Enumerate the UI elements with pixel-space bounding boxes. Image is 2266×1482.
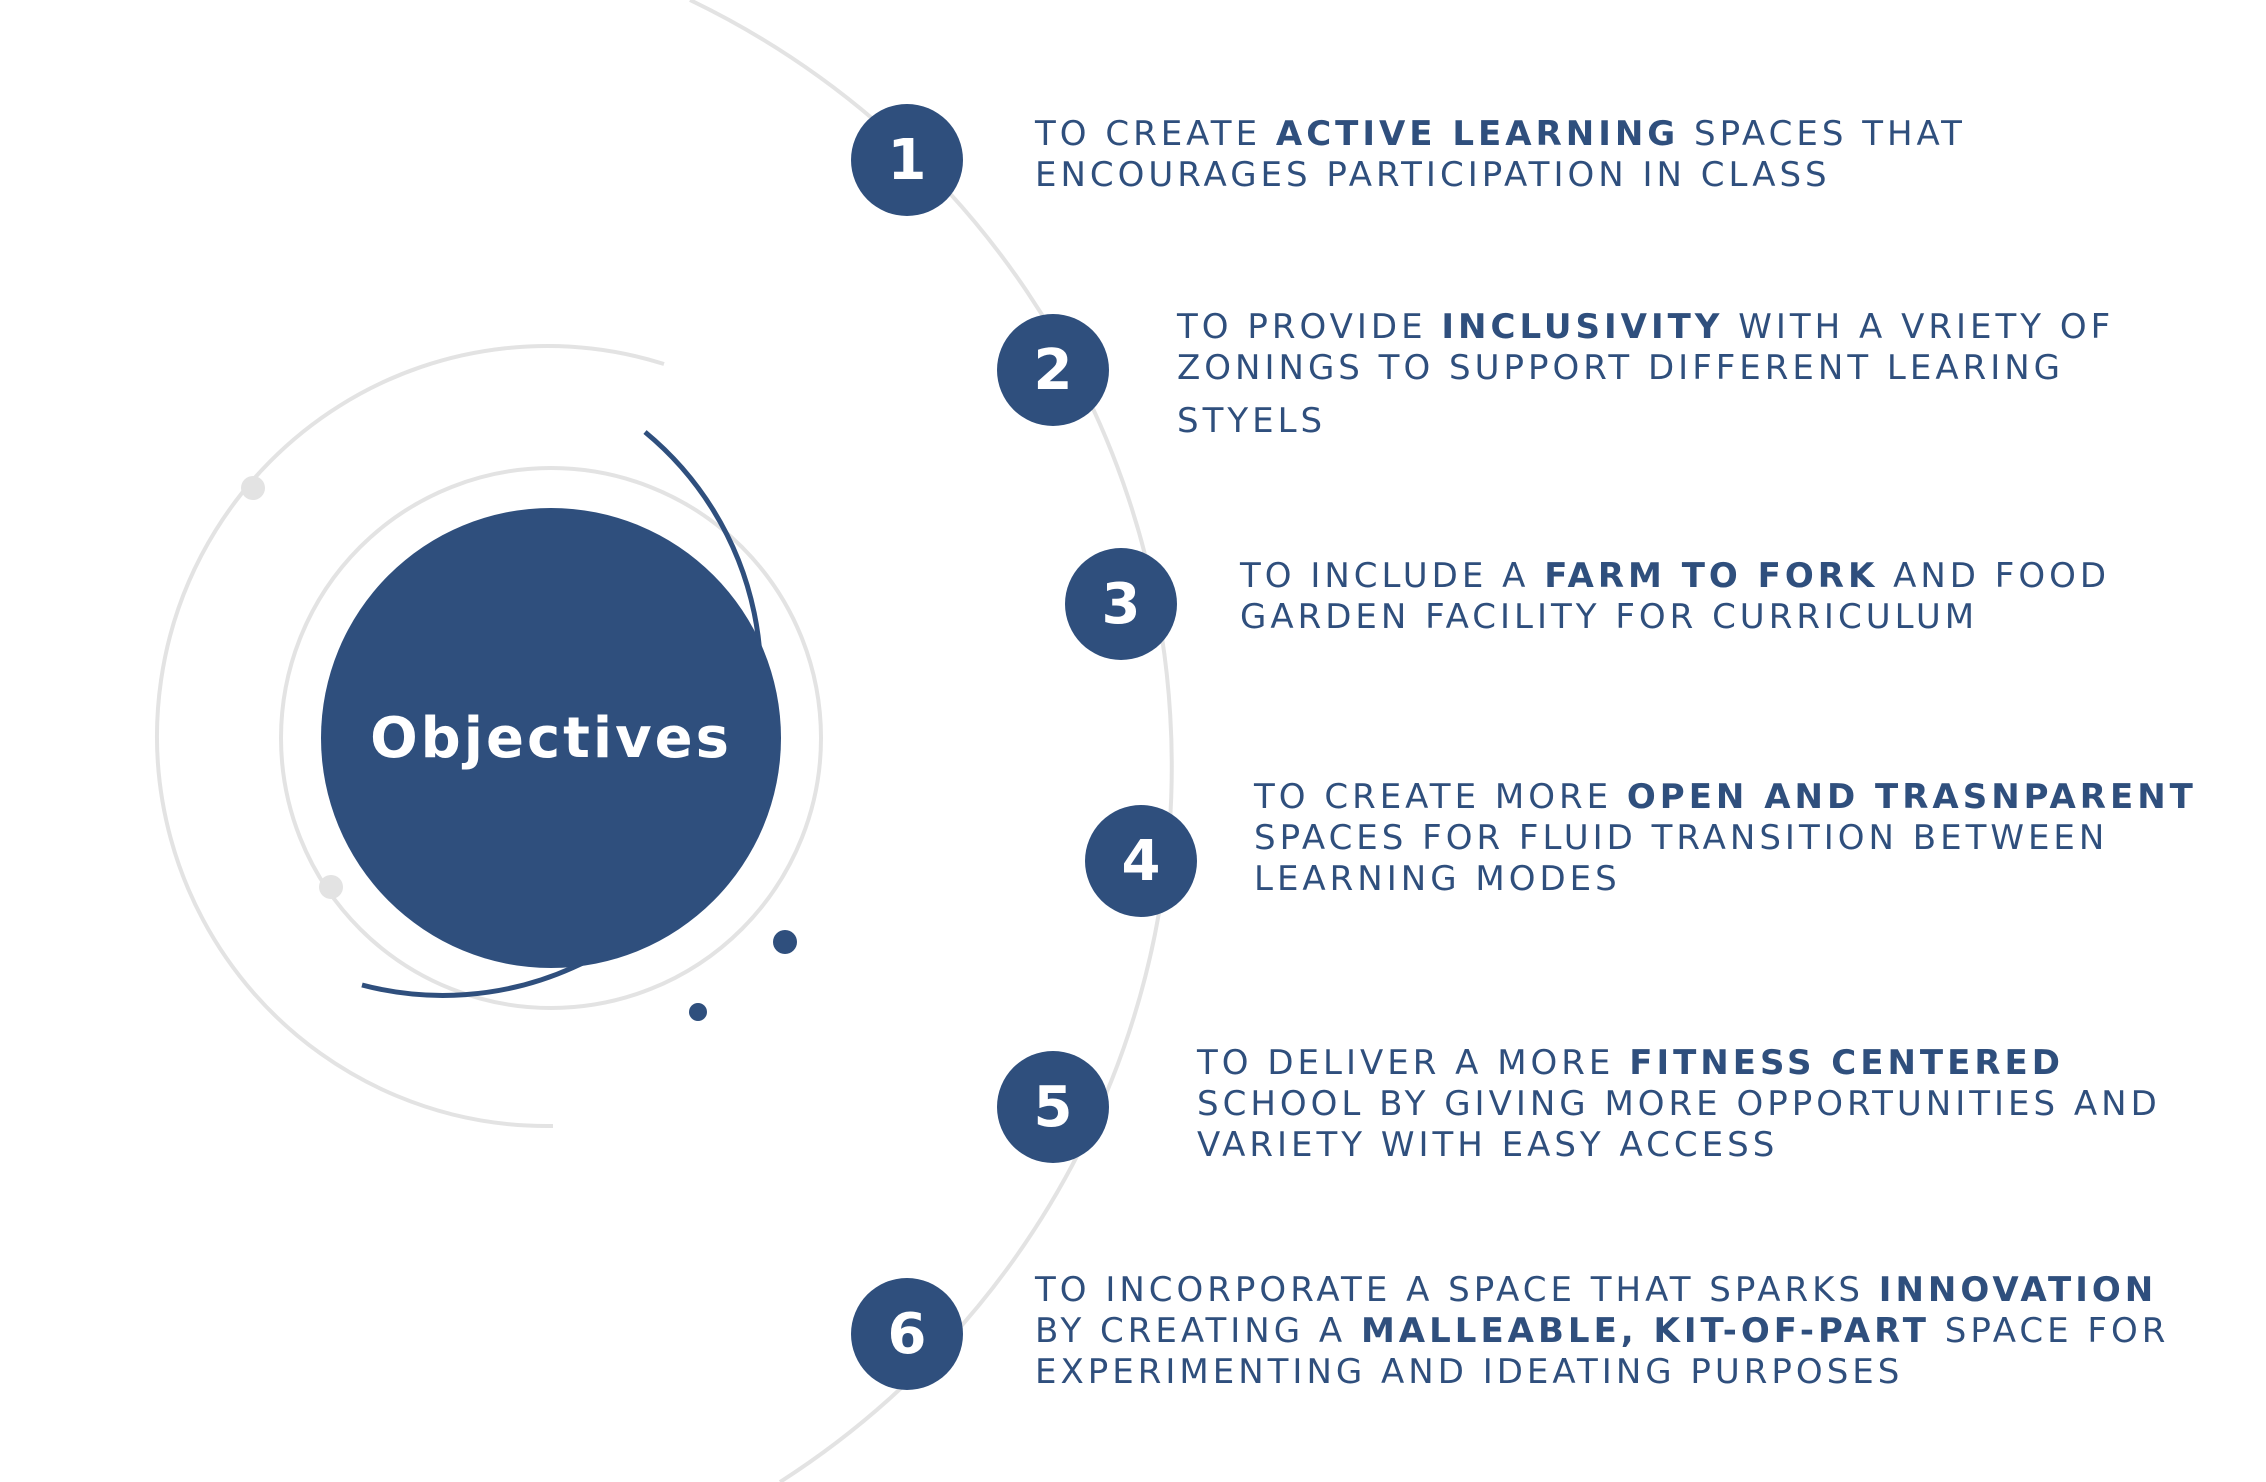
objective-segment: TO DELIVER A MORE (1197, 1043, 1630, 1083)
objective-segment: AND FOOD (1878, 556, 2111, 596)
objective-keyword: MALLEABLE, KIT-OF-PART (1360, 1311, 1930, 1351)
objective-keyword: FARM TO FORK (1544, 556, 1879, 596)
objective-line: TO DELIVER A MORE FITNESS CENTERED (1197, 1043, 2161, 1084)
grey-ring-inner (279, 466, 823, 1010)
objective-segment: SPACES THAT (1679, 114, 1966, 154)
objective-line: SPACES FOR FLUID TRANSITION BETWEEN (1254, 818, 2197, 859)
objective-text-1: TO CREATE ACTIVE LEARNING SPACES THAT ENC… (1035, 114, 1966, 196)
objective-line: BY CREATING A MALLEABLE, KIT-OF-PART SPA… (1035, 1311, 2169, 1352)
objective-badge-3: 3 (1065, 548, 1177, 660)
objective-line: TO CREATE MORE OPEN AND TRASNPARENT (1254, 777, 2197, 818)
objective-segment: EXPERIMENTING AND IDEATING PURPOSES (1035, 1352, 1904, 1392)
objective-segment: SCHOOL BY GIVING MORE OPPORTUNITIES AND (1197, 1084, 2161, 1124)
objective-segment: SPACE FOR (1930, 1311, 2170, 1351)
objective-text-3: TO INCLUDE A FARM TO FORK AND FOOD GARDEN… (1240, 556, 2110, 638)
objective-badge-5: 5 (997, 1051, 1109, 1163)
center-title: Objectives (370, 705, 732, 771)
objective-segment: TO CREATE MORE (1254, 777, 1627, 817)
objective-line: SCHOOL BY GIVING MORE OPPORTUNITIES AND (1197, 1084, 2161, 1125)
objective-line: ZONINGS TO SUPPORT DIFFERENT LEARING (1177, 348, 2114, 389)
objective-segment: TO INCORPORATE A SPACE THAT SPARKS (1035, 1270, 1879, 1310)
blue-dot (773, 930, 797, 954)
objective-segment: ENCOURAGES PARTICIPATION IN CLASS (1035, 155, 1831, 195)
objective-badge-1: 1 (851, 104, 963, 216)
center-circle (321, 508, 781, 968)
objective-text-4: TO CREATE MORE OPEN AND TRASNPARENT SPACE… (1254, 777, 2197, 900)
objective-line: STYELS (1177, 401, 2114, 442)
objective-segment: VARIETY WITH EASY ACCESS (1197, 1125, 1779, 1165)
objective-text-6: TO INCORPORATE A SPACE THAT SPARKS INNOV… (1035, 1270, 2169, 1393)
objective-line: LEARNING MODES (1254, 859, 2197, 900)
objective-line: TO INCLUDE A FARM TO FORK AND FOOD (1240, 556, 2110, 597)
objective-keyword: INNOVATION (1878, 1270, 2158, 1310)
objective-line: EXPERIMENTING AND IDEATING PURPOSES (1035, 1352, 2169, 1393)
objective-text-2: TO PROVIDE INCLUSIVITY WITH A VRIETY OF Z… (1177, 307, 2114, 442)
objective-segment: BY CREATING A (1035, 1311, 1361, 1351)
objective-line: TO CREATE ACTIVE LEARNING SPACES THAT (1035, 114, 1966, 155)
objective-segment: TO PROVIDE (1177, 307, 1442, 347)
objective-segment: WITH A VRIETY OF (1723, 307, 2115, 347)
grey-dot (319, 875, 343, 899)
objective-segment: GARDEN FACILITY FOR CURRICULUM (1240, 597, 1979, 637)
objective-segment: STYELS (1177, 401, 1327, 441)
objective-line: TO INCORPORATE A SPACE THAT SPARKS INNOV… (1035, 1270, 2169, 1311)
objective-line: GARDEN FACILITY FOR CURRICULUM (1240, 597, 2110, 638)
blue-dot (689, 1003, 707, 1021)
objective-keyword: FITNESS CENTERED (1629, 1043, 2064, 1083)
objective-line: TO PROVIDE INCLUSIVITY WITH A VRIETY OF (1177, 307, 2114, 348)
objective-segment: ZONINGS TO SUPPORT DIFFERENT LEARING (1177, 348, 2065, 388)
grey-ring-outer (155, 344, 665, 1129)
objective-segment: SPACES FOR FLUID TRANSITION BETWEEN (1254, 818, 2109, 858)
objective-segment: TO INCLUDE A (1240, 556, 1545, 596)
objective-badge-6: 6 (851, 1278, 963, 1390)
grey-dot (241, 476, 265, 500)
objective-keyword: OPEN AND TRASNPARENT (1626, 777, 2197, 817)
objective-badge-4: 4 (1085, 805, 1197, 917)
objective-badge-2: 2 (997, 314, 1109, 426)
objective-keyword: ACTIVE LEARNING (1275, 114, 1680, 154)
objective-segment: LEARNING MODES (1254, 859, 1621, 899)
objective-line: ENCOURAGES PARTICIPATION IN CLASS (1035, 155, 1966, 196)
objective-segment: TO CREATE (1035, 114, 1276, 154)
objective-text-5: TO DELIVER A MORE FITNESS CENTERED SCHOOL… (1197, 1043, 2161, 1166)
objective-line: VARIETY WITH EASY ACCESS (1197, 1125, 2161, 1166)
objective-keyword: INCLUSIVITY (1441, 307, 1724, 347)
